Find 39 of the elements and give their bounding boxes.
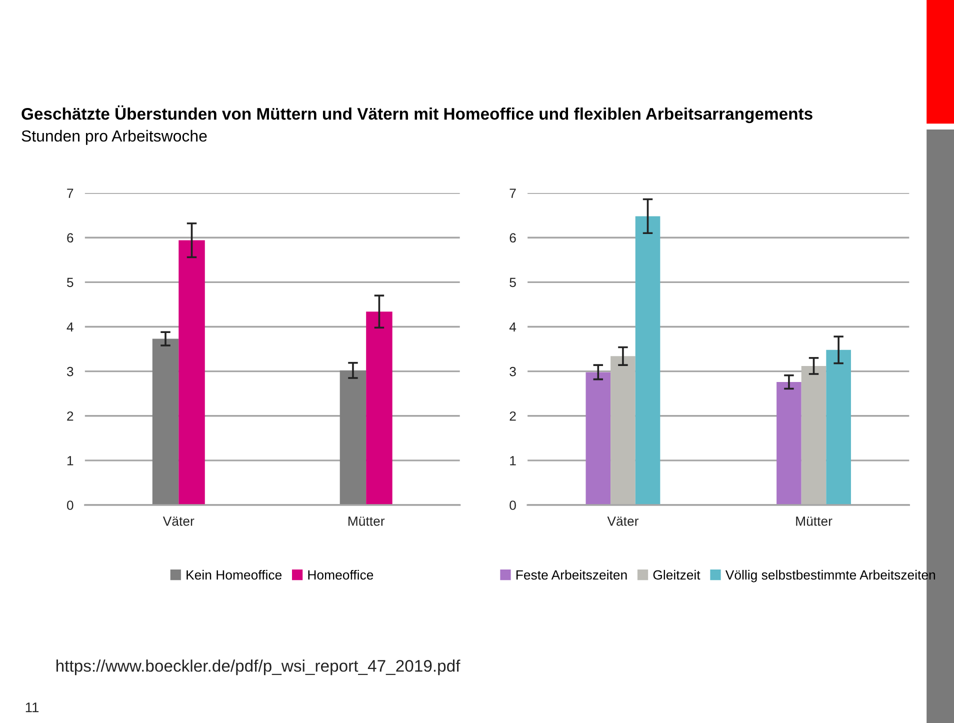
legend-label: Feste Arbeitszeiten [516,570,627,580]
bar [178,240,205,506]
x-tick-label: Väter [162,516,194,526]
chart-subtitle: Stunden pro Arbeitswoche [22,130,207,145]
y-tick-label: 0 [510,500,516,510]
legend-label: Kein Homeoffice [186,570,282,580]
y-tick-label: 2 [510,411,516,421]
x-tick-label: Mütter [348,516,385,526]
y-tick-label: 2 [67,411,74,421]
y-tick-label: 5 [510,278,516,288]
y-tick-label: 4 [66,322,74,332]
bar [152,338,179,506]
legend-label: Homeoffice [308,570,374,580]
y-tick-label: 6 [510,233,516,243]
bar [366,312,392,506]
legend-label: Gleitzeit [653,570,700,580]
x-tick-label: Mütter [796,516,832,526]
x-tick-label: Väter [607,516,639,526]
chart-title: Geschätzte Überstunden von Müttern und Vätern mit Homeoffice und flexiblen Arbeitsarrangements [22,105,812,124]
bar [801,366,826,506]
bar [610,356,636,506]
y-tick-label: 3 [66,366,74,376]
text: 11 [26,702,39,712]
bar [826,350,851,506]
legend-label: Völlig selbstbestimmte Arbeitszeiten [725,570,936,582]
bar [340,370,366,506]
y-tick-label: 7 [510,188,516,198]
y-tick-label: 6 [67,233,74,243]
bar [586,372,611,506]
y-tick-label: 1 [510,456,516,466]
y-tick-label: 1 [67,456,74,466]
bar [776,382,802,506]
y-tick-label: 4 [509,322,516,332]
bar [635,216,660,506]
y-tick-label: 0 [66,500,74,510]
y-tick-label: 5 [66,278,74,288]
y-tick-label: 3 [510,366,516,376]
y-tick-label: 7 [67,188,74,198]
text: https://www.boeckler.de/pdf/p_wsi_report_47_2019.pdf [56,660,460,676]
